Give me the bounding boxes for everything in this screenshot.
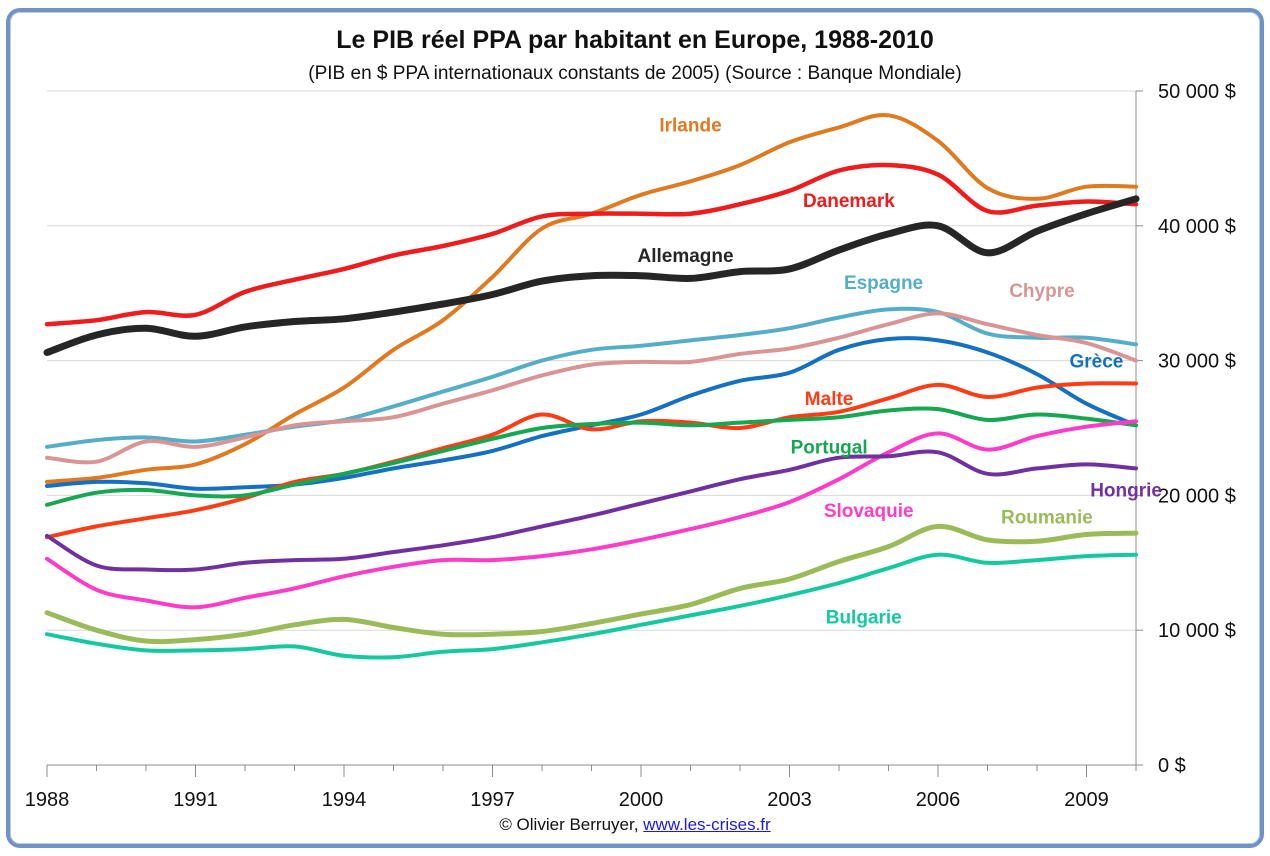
y-tick-label: 30 000 $ bbox=[1158, 351, 1236, 373]
x-tick-label: 2006 bbox=[916, 789, 961, 811]
chart-credit: © Olivier Berruyer, www.les-crises.fr bbox=[0, 815, 1270, 835]
series-line-danemark bbox=[44, 162, 1139, 327]
y-tick-label: 0 $ bbox=[1158, 755, 1186, 777]
series-line-roumanie bbox=[44, 523, 1139, 645]
credit-text: © Olivier Berruyer, bbox=[499, 815, 639, 834]
series-labels: Irlande Danemark Allemagne Espagne Chypre Grè… bbox=[638, 115, 1162, 628]
series-label-grce: Grèce bbox=[1069, 351, 1123, 372]
y-tick-label: 20 000 $ bbox=[1158, 485, 1236, 507]
credit-link[interactable]: www.les-crises.fr bbox=[643, 815, 771, 834]
series-label-irlande: Irlande bbox=[659, 115, 721, 136]
x-tick-label: 1997 bbox=[470, 789, 515, 811]
series-label-roumanie: Roumanie bbox=[1001, 508, 1093, 529]
series-line-portugal bbox=[45, 406, 1138, 507]
series-label-malte: Malte bbox=[805, 389, 854, 410]
x-tick-label: 1991 bbox=[173, 789, 218, 811]
y-tick-label: 50 000 $ bbox=[1158, 81, 1236, 103]
series-label-chypre: Chypre bbox=[1009, 281, 1074, 302]
series-line-hongrie bbox=[45, 449, 1138, 573]
series-line-bulgarie bbox=[45, 552, 1138, 660]
x-tick-label: 2003 bbox=[767, 789, 812, 811]
chart-subtitle: (PIB en $ PPA internationaux constants d… bbox=[308, 63, 962, 84]
x-tick-label: 1994 bbox=[322, 789, 367, 811]
series-line-espagne bbox=[45, 306, 1138, 449]
series-label-bulgarie: Bulgarie bbox=[826, 607, 902, 628]
x-tick-label: 1988 bbox=[25, 789, 70, 811]
series-label-hongrie: Hongrie bbox=[1090, 481, 1162, 502]
chart-title: Le PIB réel PPA par habitant en Europe, … bbox=[336, 26, 934, 54]
series-line-malte bbox=[45, 381, 1138, 540]
series-label-allemagne: Allemagne bbox=[638, 246, 734, 267]
series-label-espagne: Espagne bbox=[844, 273, 923, 294]
chart-frame bbox=[6, 8, 1264, 848]
series-line-slovaquie bbox=[45, 419, 1138, 610]
series-line-chypre bbox=[45, 311, 1138, 465]
y-tick-label: 10 000 $ bbox=[1158, 620, 1236, 642]
series-line-allemagne bbox=[43, 195, 1140, 356]
x-tick-label: 2000 bbox=[619, 789, 664, 811]
series-label-slovaquie: Slovaquie bbox=[824, 501, 914, 522]
series-label-danemark: Danemark bbox=[803, 191, 895, 212]
series-lines bbox=[43, 112, 1140, 660]
x-tick-label: 2009 bbox=[1064, 789, 1109, 811]
series-label-portugal: Portugal bbox=[791, 438, 868, 459]
y-tick-label: 40 000 $ bbox=[1158, 216, 1236, 238]
